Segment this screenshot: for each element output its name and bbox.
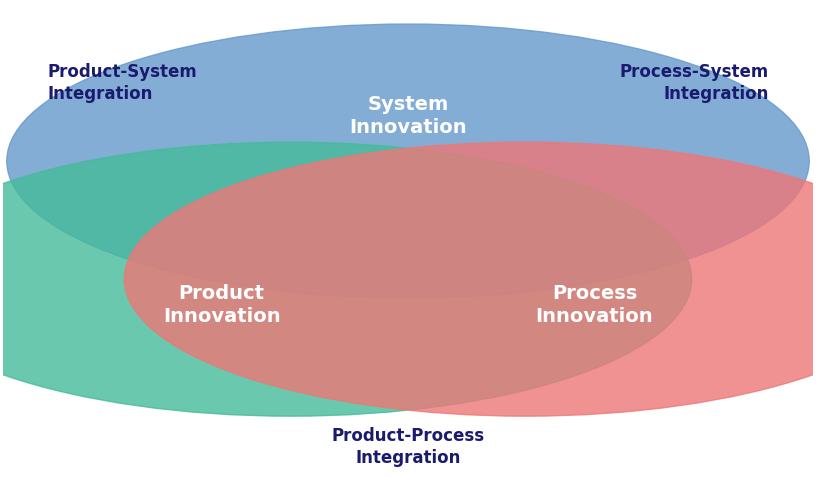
Text: Process
Innovation: Process Innovation: [535, 284, 654, 326]
Ellipse shape: [0, 142, 692, 416]
Text: Process-System
Integration: Process-System Integration: [619, 63, 769, 103]
Text: Product-Process
Integration: Product-Process Integration: [331, 427, 485, 467]
Text: Product-System
Integration: Product-System Integration: [47, 63, 197, 103]
Text: System
Innovation: System Innovation: [349, 95, 467, 137]
Ellipse shape: [124, 142, 816, 416]
Ellipse shape: [7, 24, 809, 298]
Text: Product
Innovation: Product Innovation: [162, 284, 281, 326]
